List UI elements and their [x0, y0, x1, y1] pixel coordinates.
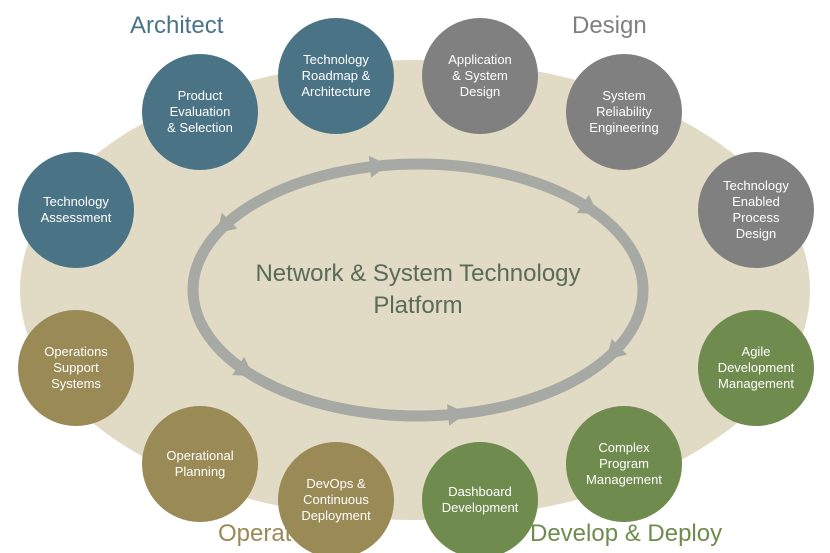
lifecycle-node: ComplexProgramManagement	[566, 406, 682, 522]
phase-label: Architect	[130, 12, 223, 40]
lifecycle-node: DashboardDevelopment	[422, 442, 538, 553]
lifecycle-node: ProductEvaluation& Selection	[142, 54, 258, 170]
lifecycle-node-label: DashboardDevelopment	[442, 484, 519, 517]
lifecycle-node: TechnologyEnabledProcessDesign	[698, 152, 814, 268]
lifecycle-node-label: ComplexProgramManagement	[586, 440, 662, 489]
phase-label: Develop & Deploy	[530, 520, 722, 548]
lifecycle-node: OperationalPlanning	[142, 406, 258, 522]
phase-label: Design	[572, 12, 647, 40]
lifecycle-node: AgileDevelopmentManagement	[698, 310, 814, 426]
lifecycle-node-label: ProductEvaluation& Selection	[167, 88, 233, 137]
lifecycle-node-label: TechnologyAssessment	[41, 194, 112, 227]
lifecycle-node: SystemReliabilityEngineering	[566, 54, 682, 170]
lifecycle-node-label: OperationalPlanning	[166, 448, 233, 481]
center-title: Network & System Technology Platform	[238, 258, 598, 323]
lifecycle-node: TechnologyAssessment	[18, 152, 134, 268]
lifecycle-node-label: AgileDevelopmentManagement	[718, 344, 795, 393]
lifecycle-node-label: TechnologyEnabledProcessDesign	[723, 178, 789, 243]
lifecycle-node: TechnologyRoadmap &Architecture	[278, 18, 394, 134]
lifecycle-node-label: TechnologyRoadmap &Architecture	[301, 52, 370, 101]
lifecycle-node-label: SystemReliabilityEngineering	[589, 88, 658, 137]
center-title-line1: Network & System	[255, 260, 452, 287]
lifecycle-node-label: OperationsSupportSystems	[44, 344, 108, 393]
lifecycle-node: DevOps &ContinuousDeployment	[278, 442, 394, 553]
lifecycle-node: Application& SystemDesign	[422, 18, 538, 134]
lifecycle-node-label: DevOps &ContinuousDeployment	[301, 476, 370, 525]
lifecycle-node-label: Application& SystemDesign	[448, 52, 512, 101]
lifecycle-node: OperationsSupportSystems	[18, 310, 134, 426]
diagram-canvas: { "canvas": { "width": 830, "height": 55…	[0, 0, 830, 553]
